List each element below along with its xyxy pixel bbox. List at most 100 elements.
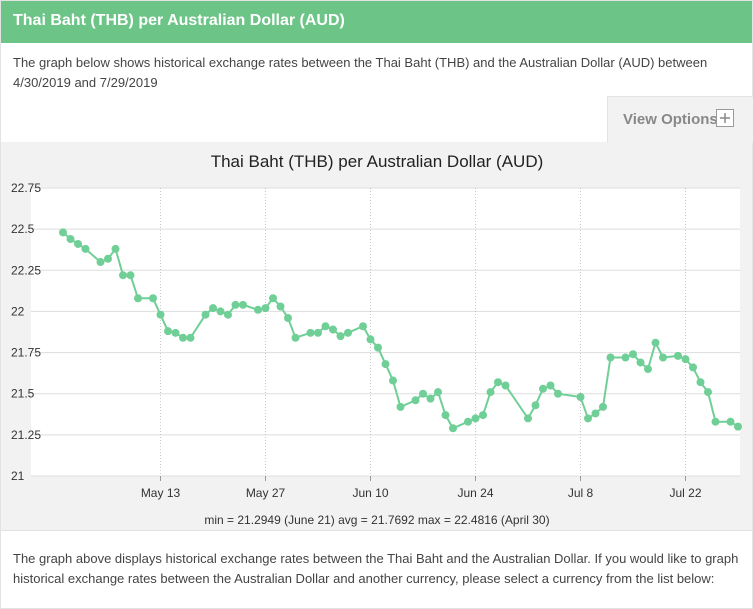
data-point bbox=[209, 304, 217, 313]
data-point bbox=[711, 417, 720, 426]
view-options-label: View Options bbox=[623, 111, 718, 128]
exchange-rate-chart: Thai Baht (THB) per Australian Dollar (A… bbox=[11, 152, 742, 527]
data-point bbox=[381, 360, 390, 369]
data-point bbox=[449, 424, 457, 433]
chart-panel: Thai Baht (THB) per Australian Dollar (A… bbox=[1, 142, 752, 530]
intro-text: The graph below shows historical exchang… bbox=[13, 55, 708, 90]
data-point bbox=[291, 333, 300, 342]
data-point bbox=[111, 244, 120, 253]
data-point bbox=[419, 389, 427, 398]
x-tick-label: Jun 10 bbox=[352, 486, 388, 500]
data-point bbox=[366, 335, 375, 344]
data-point bbox=[396, 402, 405, 411]
data-point bbox=[224, 310, 232, 319]
data-point bbox=[254, 305, 262, 314]
data-point bbox=[179, 333, 187, 342]
data-point bbox=[59, 228, 67, 237]
data-point bbox=[696, 378, 705, 387]
data-point bbox=[606, 353, 615, 362]
data-point bbox=[629, 350, 637, 359]
data-point bbox=[599, 402, 607, 411]
plot-area bbox=[31, 188, 740, 476]
data-point bbox=[689, 363, 697, 372]
plus-glyph bbox=[720, 113, 730, 123]
data-point bbox=[126, 271, 135, 280]
data-point bbox=[591, 409, 600, 418]
data-point bbox=[531, 401, 540, 410]
data-point bbox=[704, 388, 712, 397]
summary-stats: min = 21.2949 (June 21) avg = 21.7692 ma… bbox=[204, 513, 549, 527]
data-point bbox=[276, 302, 285, 311]
data-point bbox=[554, 389, 562, 398]
x-tick-label: Jul 8 bbox=[568, 486, 594, 500]
data-point bbox=[434, 388, 442, 397]
data-point bbox=[66, 235, 75, 244]
plus-icon[interactable] bbox=[716, 109, 734, 127]
data-point bbox=[306, 328, 315, 337]
y-gridlines bbox=[31, 187, 740, 477]
data-point bbox=[329, 325, 337, 334]
x-tick-label: May 13 bbox=[141, 486, 181, 500]
data-point bbox=[389, 376, 397, 385]
data-point bbox=[261, 304, 270, 313]
data-point bbox=[734, 422, 742, 431]
data-point bbox=[674, 351, 682, 360]
data-point bbox=[96, 258, 105, 267]
data-point bbox=[321, 322, 330, 331]
data-point bbox=[651, 338, 660, 347]
data-point bbox=[156, 310, 165, 319]
data-point bbox=[336, 332, 345, 341]
data-point bbox=[501, 381, 510, 390]
data-point bbox=[471, 414, 480, 423]
x-axis-labels: May 13 May 27 Jun 10 Jun 24 Jul 8 Jul 22 bbox=[141, 486, 702, 500]
data-point bbox=[164, 327, 172, 336]
data-point bbox=[74, 239, 82, 248]
y-tick-label: 22.25 bbox=[11, 263, 41, 277]
data-point bbox=[486, 388, 495, 397]
chart-title: Thai Baht (THB) per Australian Dollar (A… bbox=[211, 152, 544, 171]
data-point bbox=[149, 294, 157, 303]
data-point bbox=[479, 411, 487, 420]
x-tick-label: May 27 bbox=[246, 486, 286, 500]
bottom-description: The graph above displays historical exch… bbox=[13, 551, 739, 586]
data-point bbox=[344, 328, 352, 337]
data-point bbox=[681, 355, 690, 364]
y-tick-label: 22.5 bbox=[11, 222, 35, 236]
x-gridlines bbox=[160, 188, 686, 481]
data-point bbox=[216, 307, 225, 316]
header-bar: Thai Baht (THB) per Australian Dollar (A… bbox=[1, 1, 752, 43]
page-title: Thai Baht (THB) per Australian Dollar (A… bbox=[13, 12, 345, 29]
data-point bbox=[636, 358, 645, 367]
data-point bbox=[374, 343, 382, 352]
y-tick-label: 22 bbox=[11, 304, 25, 318]
data-point bbox=[239, 300, 247, 309]
data-point bbox=[494, 378, 502, 387]
data-point bbox=[171, 328, 180, 337]
data-point bbox=[134, 294, 142, 303]
data-point bbox=[359, 322, 367, 331]
y-tick-label: 22.75 bbox=[11, 181, 41, 195]
data-points bbox=[59, 228, 742, 433]
data-point bbox=[231, 300, 240, 309]
x-tick-label: Jun 24 bbox=[457, 486, 493, 500]
y-axis-labels: 21 21.25 21.5 21.75 22 22.25 22.5 22.75 bbox=[11, 181, 41, 483]
y-tick-label: 21.5 bbox=[11, 387, 35, 401]
data-point bbox=[186, 333, 195, 342]
data-point bbox=[659, 353, 667, 362]
data-point bbox=[201, 310, 210, 319]
y-tick-label: 21 bbox=[11, 469, 25, 483]
data-point bbox=[584, 414, 592, 423]
data-point bbox=[314, 328, 322, 337]
view-options-button[interactable]: View Options bbox=[607, 96, 753, 143]
data-point bbox=[546, 381, 555, 390]
data-point bbox=[426, 394, 435, 403]
data-point bbox=[524, 414, 532, 423]
data-point bbox=[726, 417, 735, 426]
y-tick-label: 21.25 bbox=[11, 428, 41, 442]
y-tick-label: 21.75 bbox=[11, 346, 41, 360]
data-point bbox=[644, 365, 652, 374]
data-point bbox=[284, 314, 292, 323]
data-point bbox=[621, 353, 630, 362]
data-point bbox=[104, 254, 112, 263]
